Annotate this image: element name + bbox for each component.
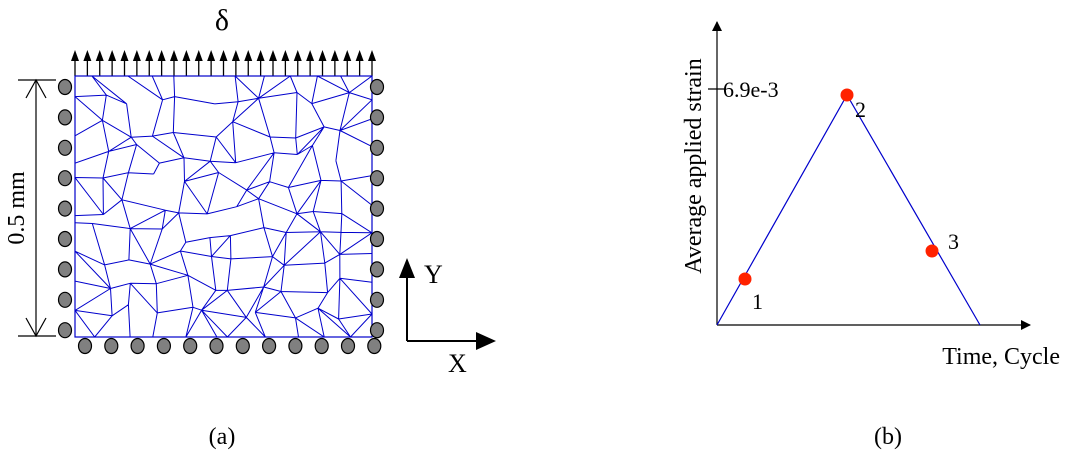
roller-support (130, 337, 145, 355)
roller-support (369, 78, 385, 96)
roller-support (57, 261, 73, 278)
specimen-boundary (74, 75, 373, 338)
roller-support (369, 200, 385, 217)
load-arrow (244, 50, 253, 76)
roller-support (57, 78, 73, 96)
load-arrow (281, 50, 290, 76)
load-arrow (182, 50, 191, 76)
axis-y-label: Y (424, 260, 443, 289)
roller-support (369, 322, 385, 339)
point-2 (840, 88, 854, 102)
panel-b: 6.9e-3 1 2 3 Average applied strain Time… (681, 21, 1060, 450)
roller-support (156, 337, 171, 355)
roller-support (369, 230, 385, 248)
roller-support (369, 261, 385, 278)
roller-support (262, 337, 277, 355)
grain-boundaries (75, 76, 372, 337)
roller-support (369, 109, 385, 126)
point-3 (925, 244, 939, 258)
roller-support (367, 337, 382, 355)
peak-value-label: 6.9e-3 (723, 77, 779, 102)
load-arrow (170, 50, 178, 76)
load-arrow (318, 50, 327, 76)
caption-b: (b) (874, 424, 902, 450)
load-arrow (355, 50, 364, 76)
roller-support (209, 337, 224, 355)
roller-support (340, 337, 356, 355)
load-arrow (269, 50, 277, 76)
ylabel: Average applied strain (681, 58, 707, 273)
load-symbol: δ (215, 4, 229, 37)
load-arrow (231, 50, 240, 76)
caption-a: (a) (209, 424, 236, 450)
load-arrow (368, 50, 376, 76)
dimension-label: 0.5 mm (4, 171, 30, 245)
load-arrow (293, 50, 302, 76)
roller-support (104, 337, 119, 355)
load-arrow (306, 50, 315, 76)
load-arrow (343, 50, 352, 76)
roller-support (57, 230, 73, 248)
roller-support (369, 291, 385, 308)
load-arrow (120, 50, 129, 76)
load-arrow (330, 50, 339, 76)
dimension-line (18, 78, 56, 338)
roller-support (57, 170, 73, 187)
load-arrow (108, 50, 117, 76)
roller-support (288, 337, 303, 355)
grain-mesh (75, 76, 372, 337)
roller-support (235, 337, 250, 355)
roller-support (77, 337, 93, 355)
roller-support (314, 337, 329, 355)
load-arrow (256, 50, 265, 76)
load-arrow (219, 50, 228, 76)
load-arrow (95, 50, 104, 76)
roller-support (57, 139, 73, 156)
panel-a: δ 0.5 mm Y X (a) (4, 4, 496, 450)
roller-support (57, 291, 73, 308)
load-arrow (194, 50, 203, 76)
roller-support (57, 322, 73, 339)
point-2-label: 2 (855, 97, 866, 122)
load-arrows (71, 50, 376, 76)
roller-support (183, 337, 198, 355)
load-arrow (145, 50, 154, 76)
roller-supports (57, 78, 385, 355)
roller-support (369, 170, 385, 187)
load-arrow (71, 50, 79, 76)
roller-support (369, 139, 385, 156)
load-arrow (207, 50, 216, 76)
coordinate-axes (399, 258, 496, 350)
point-1 (738, 272, 752, 286)
xlabel: Time, Cycle (942, 344, 1060, 370)
point-3-label: 3 (948, 229, 959, 254)
roller-support (57, 109, 73, 126)
load-arrow (157, 50, 166, 76)
load-arrow (132, 50, 141, 76)
roller-support (57, 200, 73, 217)
point-1-label: 1 (752, 289, 763, 314)
load-arrow (83, 50, 92, 76)
axis-x-label: X (448, 349, 467, 378)
